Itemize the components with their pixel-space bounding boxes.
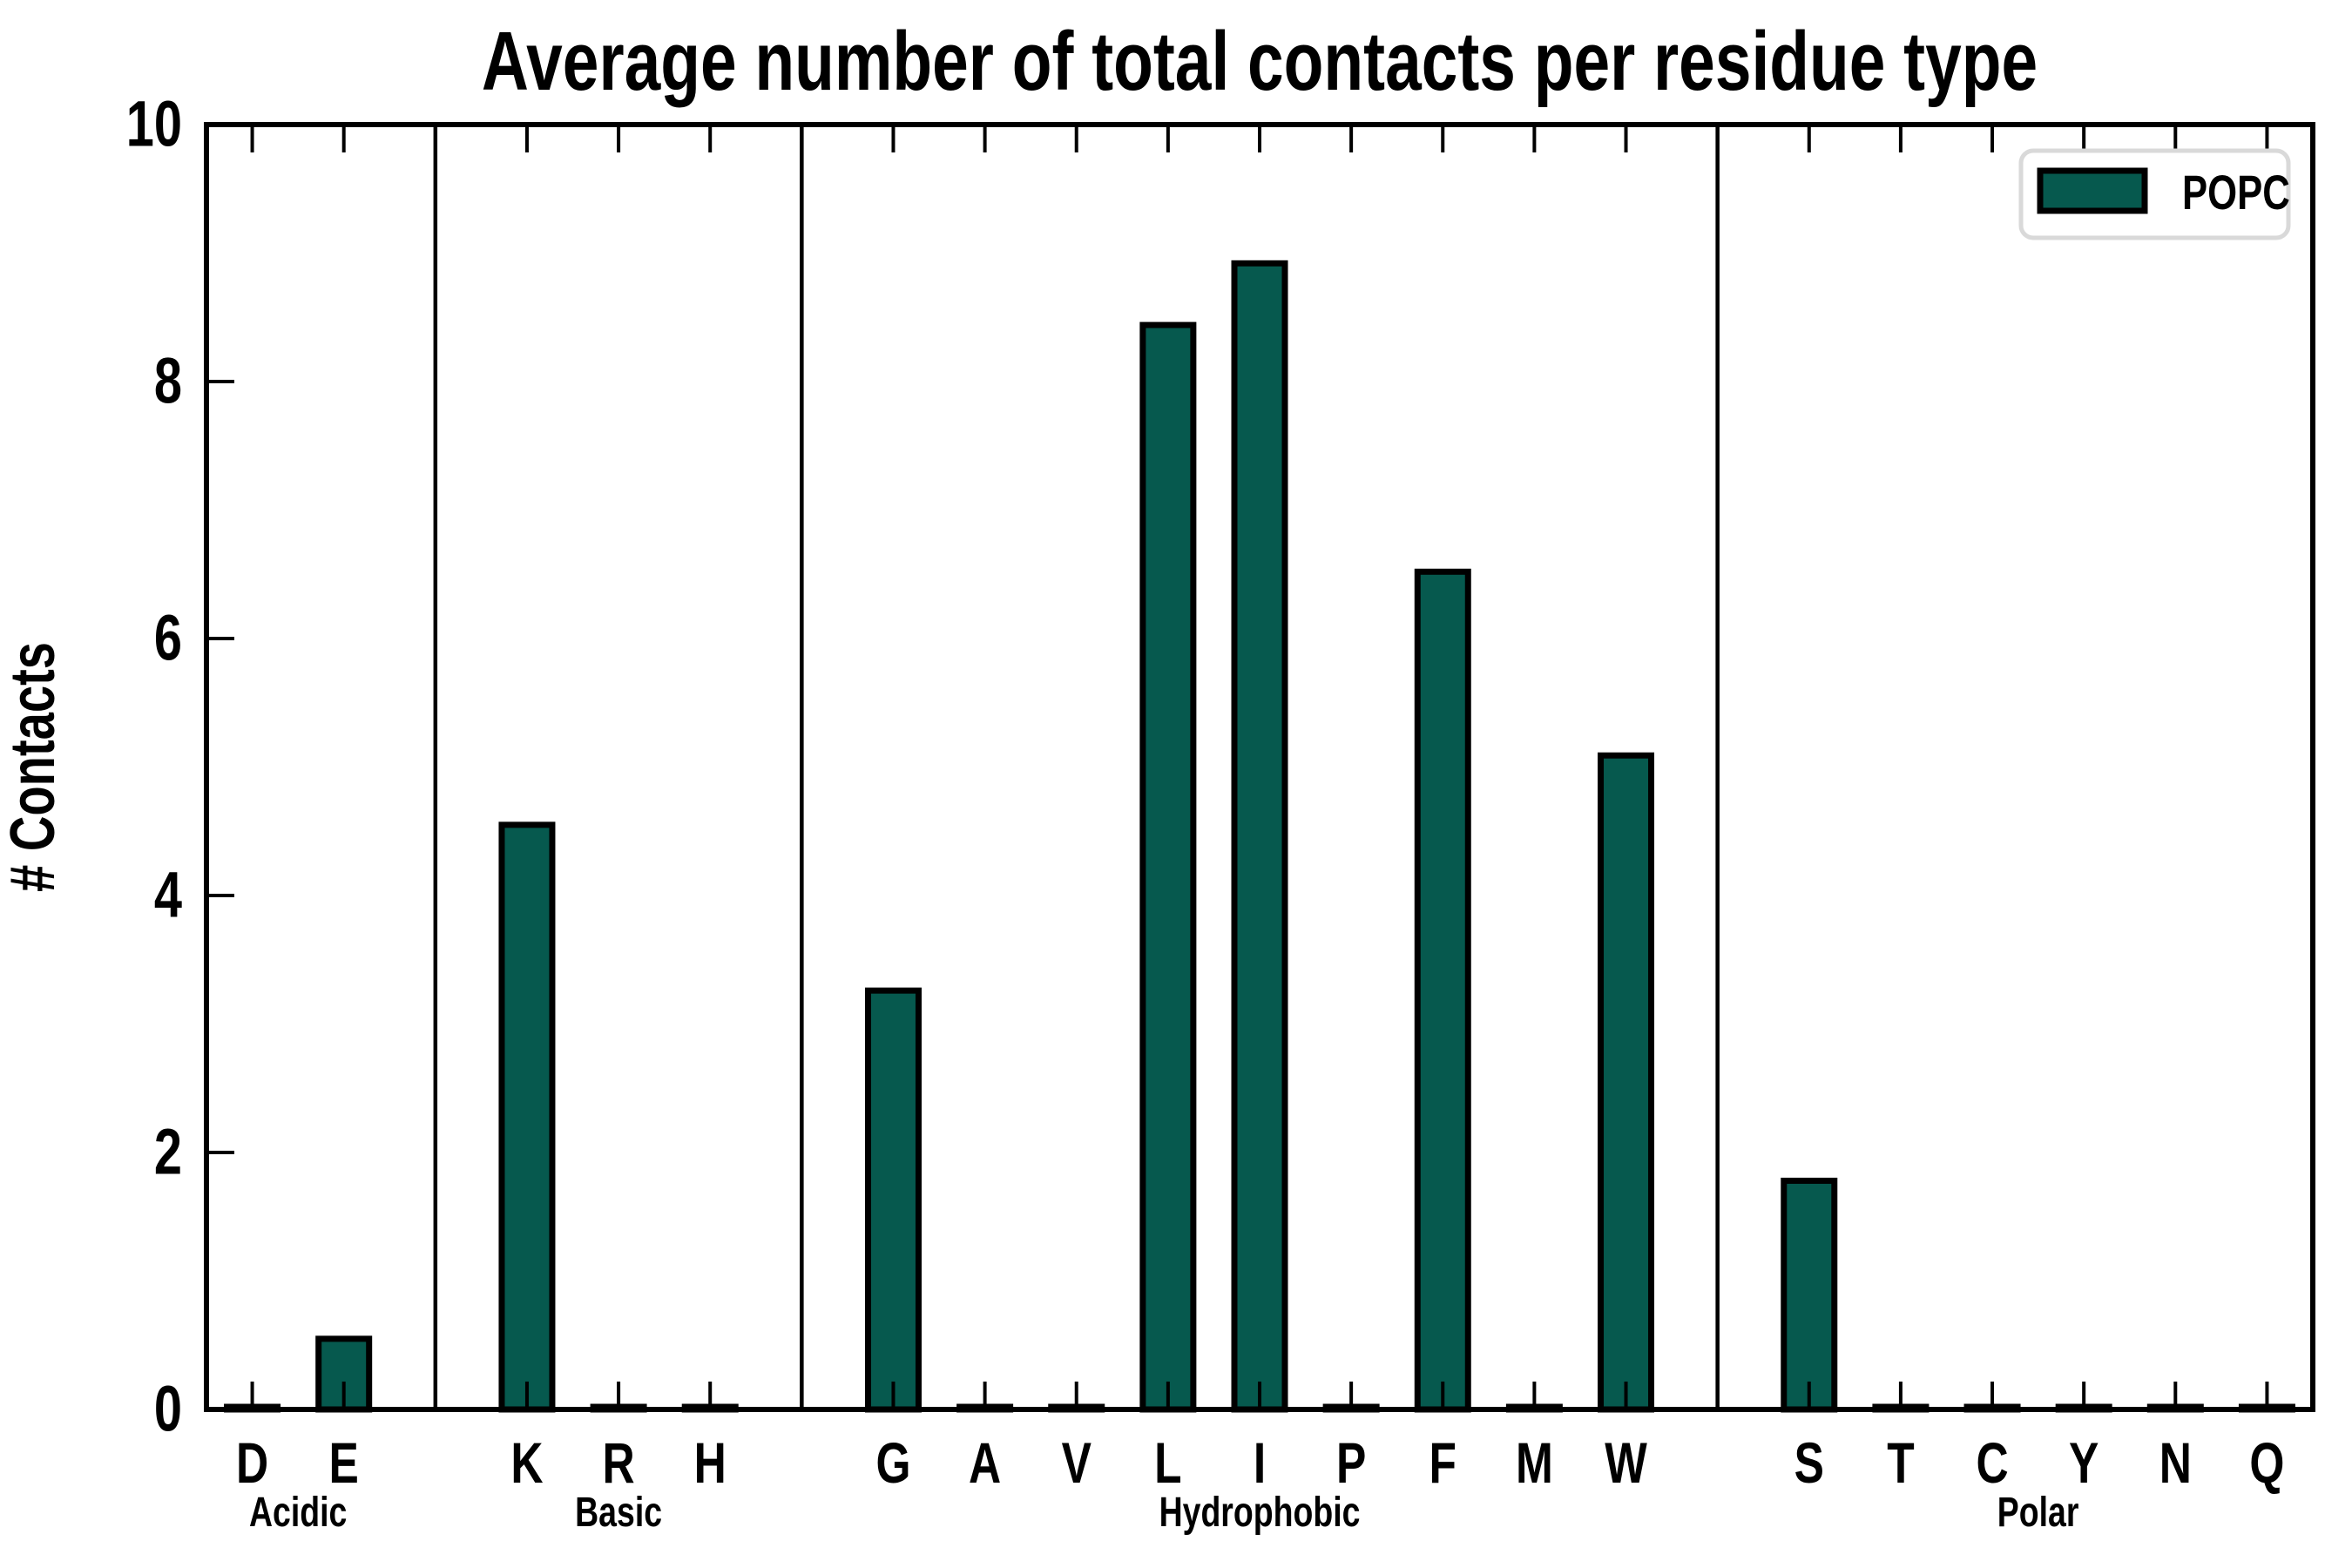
- x-tick-label-F: F: [1429, 1430, 1456, 1496]
- x-tick-label-I: I: [1254, 1430, 1266, 1496]
- y-tick-label-8: 8: [154, 346, 182, 418]
- legend-label: POPC: [2182, 166, 2290, 220]
- legend-swatch: [2037, 167, 2148, 214]
- x-tick-label-H: H: [694, 1430, 727, 1496]
- bar-I: [1231, 260, 1288, 1413]
- x-tick-label-D: D: [236, 1430, 268, 1496]
- y-tick-label-4: 4: [154, 860, 182, 932]
- bar-F: [1414, 568, 1471, 1413]
- x-tick-label-L: L: [1154, 1430, 1181, 1496]
- bar-G: [864, 987, 922, 1413]
- bar-K: [498, 821, 556, 1413]
- x-tick-label-Y: Y: [2069, 1430, 2099, 1496]
- x-tick-label-P: P: [1336, 1430, 1366, 1496]
- x-tick-label-N: N: [2159, 1430, 2192, 1496]
- group-label-acidic: Acidic: [249, 1490, 347, 1537]
- x-tick-label-T: T: [1887, 1430, 1914, 1496]
- x-tick-label-Q: Q: [2249, 1430, 2284, 1496]
- y-tick-label-0: 0: [154, 1374, 182, 1446]
- x-tick-label-C: C: [1976, 1430, 2008, 1496]
- chart-title: Average number of total contacts per res…: [482, 15, 2038, 108]
- x-tick-label-R: R: [603, 1430, 635, 1496]
- y-axis-label: # Contacts: [0, 642, 68, 892]
- x-tick-label-W: W: [1605, 1430, 1647, 1496]
- x-tick-label-S: S: [1794, 1430, 1824, 1496]
- y-tick-label-10: 10: [126, 89, 182, 161]
- x-tick-label-K: K: [510, 1430, 543, 1496]
- bar-L: [1139, 321, 1197, 1413]
- x-tick-label-A: A: [969, 1430, 1001, 1496]
- x-tick-label-E: E: [329, 1430, 359, 1496]
- group-label-basic: Basic: [575, 1490, 662, 1537]
- x-tick-label-M: M: [1516, 1430, 1553, 1496]
- x-tick-label-G: G: [875, 1430, 910, 1496]
- bar-S: [1781, 1177, 1838, 1413]
- group-label-hydrophobic: Hydrophobic: [1159, 1490, 1361, 1537]
- group-label-polar: Polar: [1997, 1490, 2079, 1537]
- y-tick-label-6: 6: [154, 603, 182, 675]
- bar-W: [1598, 752, 1655, 1413]
- y-tick-label-2: 2: [154, 1117, 182, 1189]
- x-tick-label-V: V: [1062, 1430, 1092, 1496]
